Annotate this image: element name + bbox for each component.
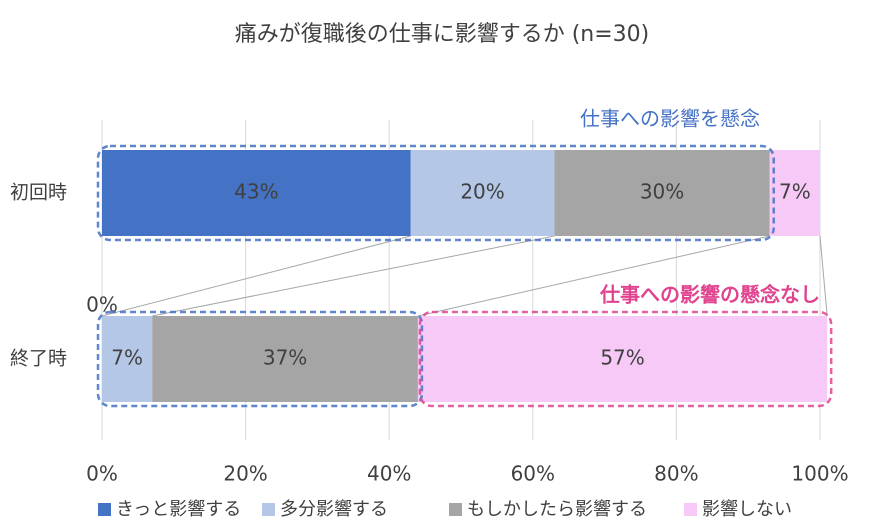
x-tick-label: 20% bbox=[223, 462, 267, 486]
value-label: 20% bbox=[460, 180, 504, 204]
legend-label: もしかしたら影響する bbox=[467, 499, 647, 520]
legend-swatch bbox=[449, 503, 462, 516]
annotation: 仕事への影響の懸念なし bbox=[599, 283, 820, 307]
x-tick-label: 100% bbox=[791, 462, 848, 486]
bar-segment bbox=[410, 150, 555, 236]
bar-segment bbox=[554, 150, 770, 236]
legend-swatch bbox=[98, 503, 111, 516]
legend-label: 影響しない bbox=[702, 499, 792, 520]
value-label: 30% bbox=[640, 180, 684, 204]
group-box bbox=[96, 144, 775, 242]
group-box bbox=[418, 310, 833, 408]
connector-line bbox=[152, 235, 555, 317]
bar-segment bbox=[417, 316, 828, 402]
bar-segment bbox=[102, 316, 153, 402]
legend-label: 多分影響する bbox=[280, 499, 388, 520]
x-tick-label: 40% bbox=[367, 462, 411, 486]
bar-segment bbox=[152, 316, 418, 402]
x-tick-label: 0% bbox=[86, 462, 118, 486]
x-tick-label: 60% bbox=[511, 462, 555, 486]
value-label: 57% bbox=[600, 346, 644, 370]
value-label: 37% bbox=[263, 346, 307, 370]
annotation: 仕事への影響を懸念 bbox=[580, 107, 760, 131]
bar-segment bbox=[102, 150, 411, 236]
legend-swatch bbox=[262, 503, 275, 516]
connector-line bbox=[417, 235, 770, 317]
legend-label: きっと影響する bbox=[116, 499, 241, 520]
category-label: 初回時 bbox=[10, 182, 67, 204]
connector-line bbox=[101, 235, 411, 317]
value-label: 7% bbox=[111, 346, 143, 370]
value-label: 7% bbox=[779, 180, 811, 204]
connector-line bbox=[819, 235, 828, 317]
group-box bbox=[96, 310, 424, 408]
chart-title: 痛みが復職後の仕事に影響するか (n=30) bbox=[235, 22, 650, 47]
x-tick-label: 80% bbox=[654, 462, 698, 486]
legend-swatch bbox=[684, 503, 697, 516]
category-label: 終了時 bbox=[10, 348, 67, 370]
bar-segment bbox=[769, 150, 820, 236]
value-label: 43% bbox=[234, 180, 278, 204]
